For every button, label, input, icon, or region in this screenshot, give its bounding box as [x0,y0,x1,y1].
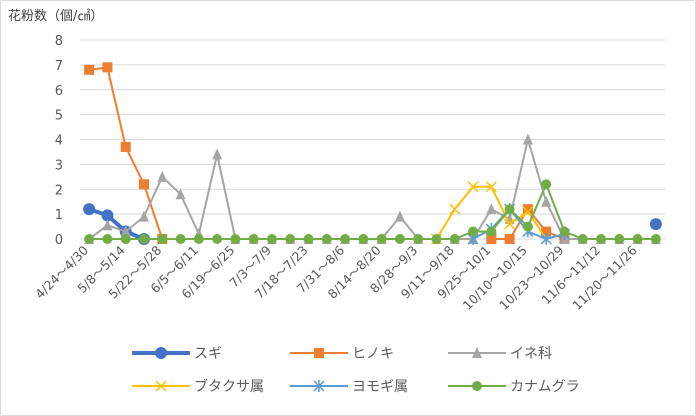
data-point [138,210,149,222]
data-point [522,221,533,232]
data-point [632,234,643,244]
data-point [155,380,167,392]
legend-label: カナムグラ [510,379,580,395]
data-point [541,179,552,190]
data-point [340,234,351,244]
data-point [596,234,607,244]
data-point [266,234,277,244]
data-point [522,133,533,145]
data-point [84,64,95,75]
data-point [120,141,131,152]
y-tick-labels: 0 1 2 3 4 5 6 7 8 [55,34,63,248]
data-point [314,348,324,358]
y-tick-label: 6 [55,84,63,99]
data-point [102,62,113,73]
data-point [157,234,168,244]
data-point [472,347,482,358]
data-point [504,204,515,215]
data-point [285,234,296,244]
data-point [303,234,314,244]
data-point [138,179,149,190]
data-point [83,203,96,216]
legend-label: スギ [194,346,222,362]
data-point [522,206,534,218]
series-line [88,207,145,241]
data-point [577,234,588,244]
data-point [431,234,442,244]
legend-label: イネ科 [510,346,552,362]
data-point [486,234,497,244]
legend-label: ヒノキ [352,346,394,362]
data-point [504,218,516,230]
legend-item: カナムグラ [448,379,580,395]
data-point [175,188,186,200]
data-point [614,234,625,244]
data-point [413,234,424,244]
data-point [212,148,223,160]
data-point [522,204,533,215]
data-point [449,234,460,244]
data-point [486,226,497,237]
data-point [394,210,405,222]
y-axis-label: 花粉数（個/㎠） [8,8,103,24]
y-tick-label: 0 [55,233,63,248]
data-point [248,234,259,244]
data-point [212,234,223,244]
data-point [155,347,167,359]
data-point [559,226,570,237]
legend-item: ヒノキ [290,346,394,362]
data-point [120,225,131,237]
legend-item: ブタクサ属 [132,378,264,395]
legend-item: スギ [132,346,222,362]
data-point [358,234,369,244]
data-point [138,234,149,244]
y-tick-label: 2 [55,183,63,198]
y-tick-label: 7 [55,59,63,74]
data-point [650,234,661,244]
series-カナムグラ [84,179,661,244]
data-point [120,234,131,244]
legend-item: ヨモギ属 [290,379,408,395]
data-point [84,234,95,244]
data-point [102,234,113,244]
data-point [175,234,186,244]
gridlines [80,39,665,240]
y-tick-label: 8 [55,34,63,49]
data-point [504,234,515,244]
series-line [89,183,656,240]
data-point [102,219,113,231]
series-lines [83,62,662,245]
data-point [230,234,241,244]
data-point [649,218,662,231]
data-point [157,170,168,182]
y-tick-label: 1 [55,208,63,223]
data-point [541,226,552,237]
legend-label: ヨモギ属 [352,379,408,395]
y-tick-label: 3 [55,158,63,173]
data-point [376,234,387,244]
data-point [540,233,552,245]
legend-label: ブタクサ属 [194,378,264,395]
data-point [541,195,552,207]
data-point [321,234,332,244]
data-point [486,203,497,215]
data-point [485,181,497,193]
y-tick-label: 5 [55,109,63,124]
x-tick-label: 11/20～11/26 [569,242,639,312]
data-point [394,234,405,244]
data-point [468,226,479,237]
y-tick-label: 4 [55,134,63,149]
data-point [467,181,479,193]
x-tick-labels: 4/24～4/305/8～5/145/22～5/286/5～6/116/19～6… [32,242,640,312]
data-point [193,234,204,244]
data-point [472,381,482,391]
data-point [101,209,114,222]
legend-item: イネ科 [448,346,552,362]
data-point [449,203,461,215]
data-point [313,380,325,392]
